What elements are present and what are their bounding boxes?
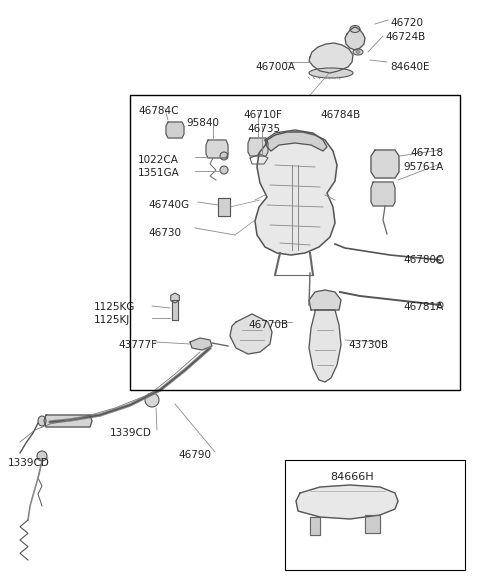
Polygon shape [309,310,341,382]
Ellipse shape [356,51,360,53]
Ellipse shape [309,68,353,78]
Circle shape [220,152,228,160]
Circle shape [437,302,443,308]
Polygon shape [255,132,337,255]
Polygon shape [230,314,272,354]
Text: 46770B: 46770B [248,320,288,330]
Text: 46790: 46790 [178,450,211,460]
Polygon shape [345,27,365,50]
Polygon shape [166,122,184,138]
Polygon shape [371,150,399,178]
Polygon shape [296,485,398,519]
Text: 46780C: 46780C [403,255,444,265]
Text: 95840: 95840 [186,118,219,128]
Polygon shape [206,140,228,158]
Text: 43777F: 43777F [118,340,157,350]
Text: 46720: 46720 [390,18,423,28]
Polygon shape [365,515,380,533]
Polygon shape [371,182,395,206]
Text: 46724B: 46724B [385,32,425,42]
Text: 1125KJ: 1125KJ [94,315,130,325]
Text: 46781A: 46781A [403,302,443,312]
Text: 46710F: 46710F [243,110,282,120]
Polygon shape [248,138,268,156]
Circle shape [220,166,228,174]
Text: 1351GA: 1351GA [138,168,180,178]
Polygon shape [265,130,327,151]
Ellipse shape [38,416,46,426]
Polygon shape [190,338,212,350]
Polygon shape [172,300,178,320]
Text: 46784B: 46784B [320,110,360,120]
Bar [130,95,460,390]
Circle shape [145,393,159,407]
Text: 1339CD: 1339CD [8,458,50,468]
Ellipse shape [353,49,363,55]
Text: 95761A: 95761A [403,162,443,172]
Text: 46700A: 46700A [255,62,295,72]
Bar [285,460,465,570]
Polygon shape [309,43,353,73]
Text: 46718: 46718 [410,148,443,158]
Text: 1125KG: 1125KG [94,302,135,312]
Text: 43730B: 43730B [348,340,388,350]
Text: 46784C: 46784C [138,106,179,116]
Circle shape [37,451,47,461]
Polygon shape [310,517,320,535]
Text: 84666H: 84666H [330,472,373,482]
Ellipse shape [350,26,360,33]
Text: 46730: 46730 [148,228,181,238]
Text: 1339CD: 1339CD [110,428,152,438]
Text: 1022CA: 1022CA [138,155,179,165]
Text: 46735: 46735 [247,124,280,134]
Polygon shape [309,290,341,310]
Polygon shape [44,415,92,427]
Text: 46740G: 46740G [148,200,189,210]
Polygon shape [218,198,230,216]
Circle shape [436,257,444,264]
Text: 84640E: 84640E [390,62,430,72]
